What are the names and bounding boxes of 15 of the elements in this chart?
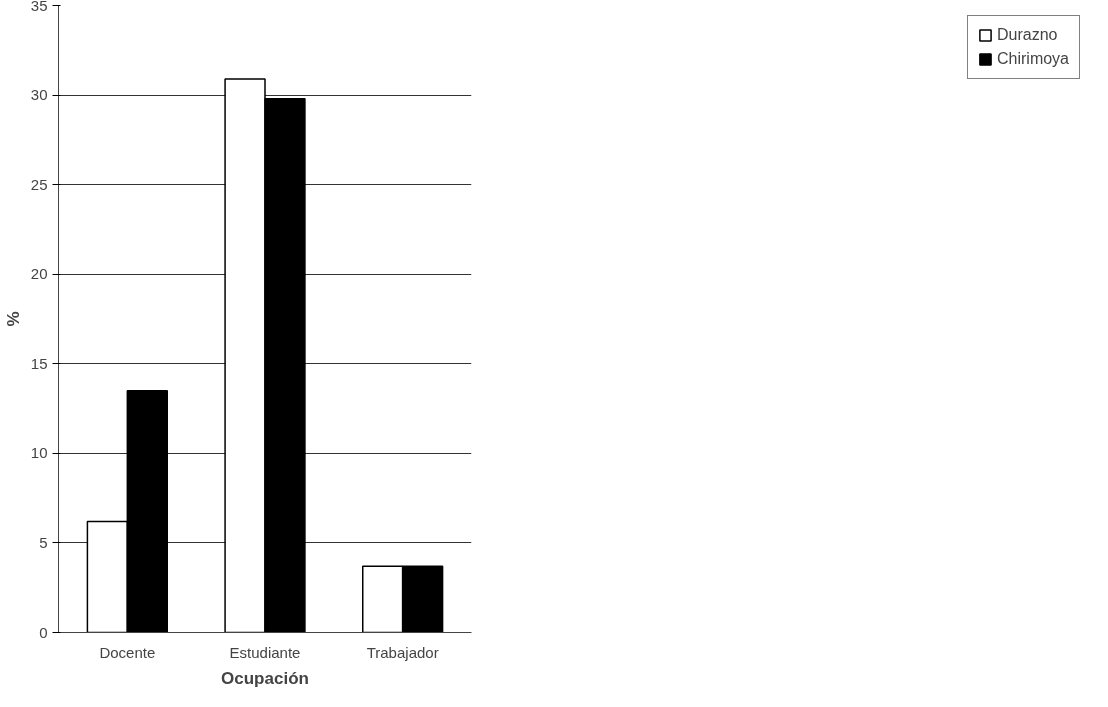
legend-label: Chirimoya — [996, 50, 1069, 68]
x-tick-label: Docente — [99, 643, 156, 661]
y-tick-label: 10 — [30, 444, 48, 462]
legend-label: Durazno — [996, 26, 1058, 44]
y-tick-label: 25 — [30, 175, 48, 193]
y-tick-label: 15 — [30, 354, 48, 372]
x-tick-label: Estudiante — [229, 643, 301, 661]
x-tick-label: Trabajador — [366, 643, 439, 661]
y-tick-label: 30 — [30, 86, 48, 104]
y-tick-label: 35 — [30, 0, 48, 14]
y-tick-label: 5 — [39, 533, 48, 551]
y-tick-label: 20 — [30, 265, 48, 283]
x-axis-title: Ocupación — [221, 668, 309, 688]
y-axis-title: % — [3, 311, 23, 327]
y-tick-label: 0 — [39, 623, 48, 641]
